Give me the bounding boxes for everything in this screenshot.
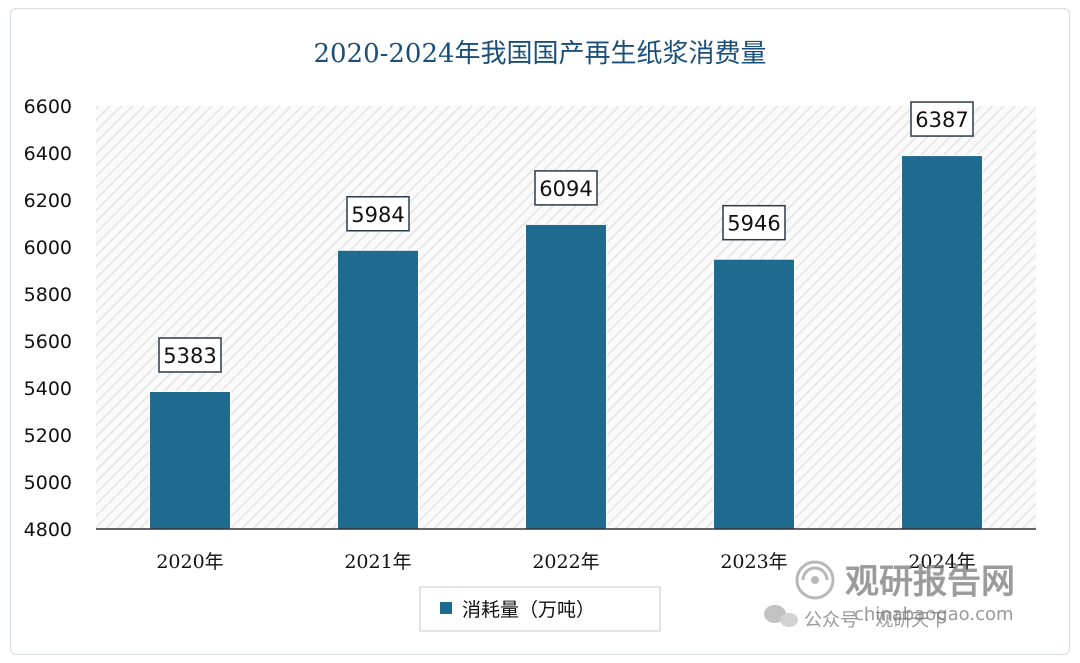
y-tick-label: 5400	[24, 378, 72, 400]
data-label-box	[910, 101, 974, 137]
data-label: 6387	[915, 108, 968, 132]
data-label: 6094	[539, 177, 592, 201]
bar[interactable]	[526, 224, 606, 529]
bar-series: 5383 5984 6094 5946 6387	[149, 101, 983, 529]
y-tick-label: 6000	[24, 237, 72, 259]
bar[interactable]	[338, 250, 418, 529]
x-tick-label: 2023年	[720, 551, 787, 573]
legend-box	[419, 586, 661, 632]
data-label: 5383	[163, 344, 216, 368]
watermark-account: 公众号 · 观研天下	[804, 610, 947, 631]
data-label-box	[158, 337, 222, 373]
y-tick-label: 5600	[24, 331, 72, 353]
data-label-box	[346, 196, 410, 232]
y-tick-label: 6400	[24, 143, 72, 165]
legend-label: 消耗量（万吨）	[462, 599, 595, 621]
y-axis: 4800 5000 5200 5400 5600 5800 6000 6200 6400 6600	[24, 96, 72, 541]
chart-title: 2020-2024年我国国产再生纸浆消费量	[313, 39, 766, 69]
legend-swatch	[440, 602, 452, 614]
bar[interactable]	[150, 391, 230, 529]
watermark-url: chinabaogao.com	[854, 604, 1014, 625]
watermark-brand: 观研报告网	[845, 562, 1015, 602]
legend[interactable]: 消耗量（万吨）	[419, 586, 661, 632]
y-tick-label: 4800	[24, 519, 72, 541]
data-label: 5946	[727, 212, 780, 236]
wechat-icon	[764, 605, 798, 627]
x-tick-label: 2020年	[156, 551, 223, 573]
data-label-box	[534, 170, 598, 206]
data-label-box	[722, 204, 786, 241]
data-label: 5984	[351, 203, 404, 227]
watermark: 观研报告网 公众号 · 观研天下 chinabaogao.com	[764, 560, 1015, 631]
y-tick-label: 6600	[24, 96, 72, 118]
watermark-logo-icon	[795, 560, 835, 600]
y-tick-label: 5200	[24, 425, 72, 447]
y-tick-label: 5800	[24, 284, 72, 306]
x-axis: 2020年 2021年 2022年 2023年 2024年	[156, 551, 975, 573]
y-tick-label: 6200	[24, 190, 72, 212]
bar[interactable]	[902, 156, 982, 529]
x-tick-label: 2021年	[344, 551, 411, 573]
y-tick-label: 5000	[24, 472, 72, 494]
x-tick-label: 2022年	[532, 551, 599, 573]
x-tick-label: 2024年	[908, 551, 975, 573]
bar[interactable]	[714, 259, 794, 529]
